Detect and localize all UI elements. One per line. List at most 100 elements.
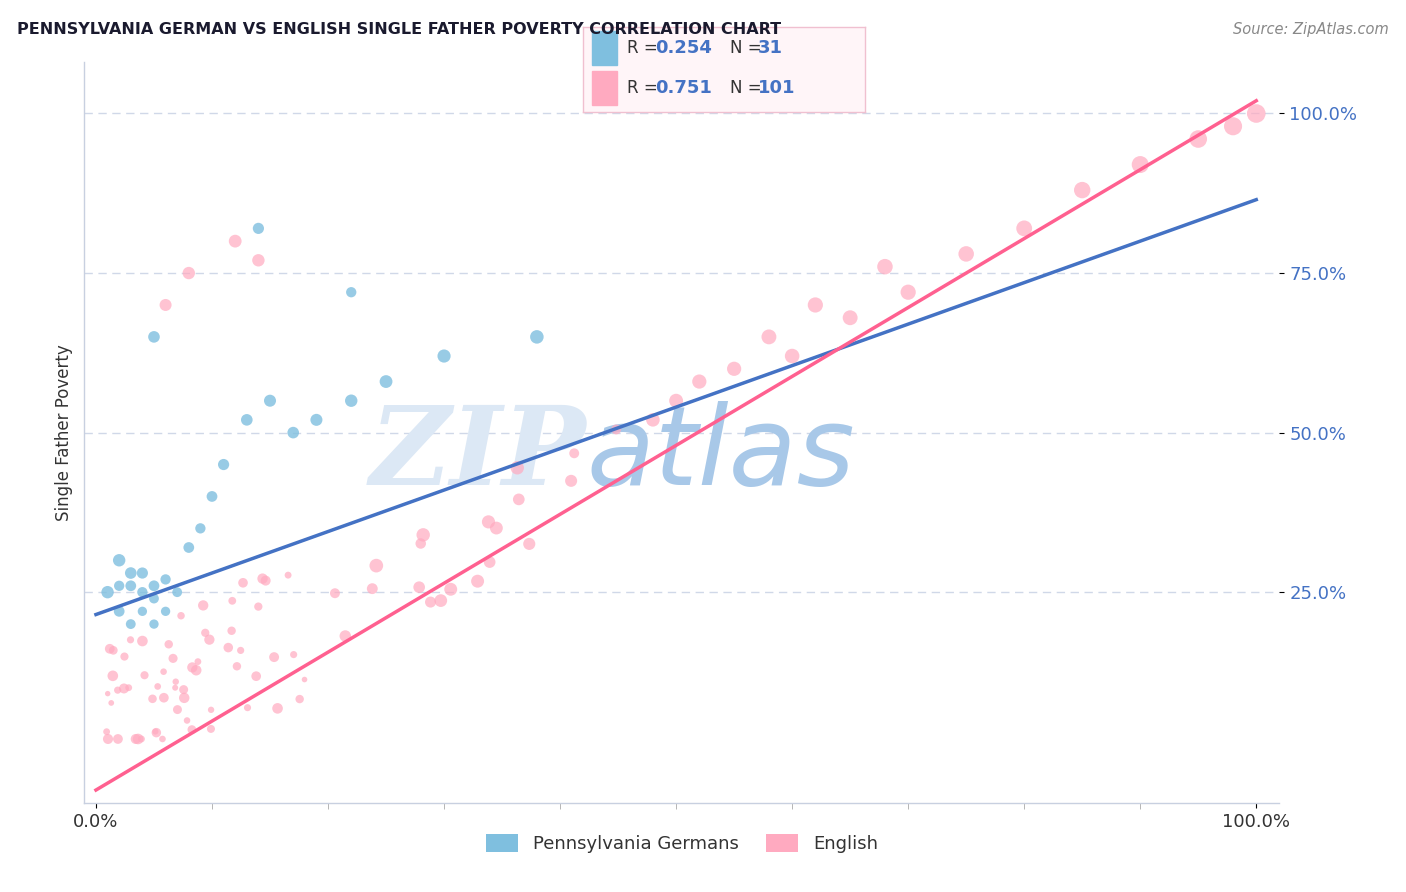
- Point: [506, 460, 529, 475]
- Point: [153, 690, 176, 705]
- Point: [200, 722, 222, 736]
- Point: [131, 566, 153, 580]
- Point: [96, 724, 118, 739]
- Point: [107, 731, 129, 746]
- Point: [526, 330, 548, 344]
- Point: [186, 663, 208, 677]
- Point: [162, 651, 184, 665]
- Point: [125, 731, 148, 746]
- Point: [1071, 183, 1094, 197]
- Point: [143, 617, 166, 632]
- Point: [143, 330, 166, 344]
- Point: [226, 659, 249, 673]
- Point: [131, 634, 153, 648]
- Point: [134, 668, 156, 682]
- Point: [277, 568, 299, 582]
- Point: [141, 691, 163, 706]
- Point: [152, 665, 174, 679]
- Point: [155, 604, 177, 618]
- Point: [103, 643, 125, 657]
- Point: [118, 681, 141, 695]
- Point: [1222, 120, 1244, 134]
- Point: [758, 330, 780, 344]
- Point: [340, 393, 363, 408]
- Point: [283, 648, 305, 662]
- Point: [430, 593, 453, 607]
- Point: [187, 655, 209, 669]
- Point: [605, 422, 627, 436]
- Point: [114, 649, 136, 664]
- Text: atlas: atlas: [586, 401, 855, 508]
- Point: [143, 579, 166, 593]
- Point: [247, 599, 270, 614]
- Point: [408, 580, 430, 594]
- Point: [131, 731, 153, 746]
- Point: [212, 458, 235, 472]
- Point: [100, 696, 122, 710]
- Point: [155, 298, 177, 312]
- Point: [236, 413, 259, 427]
- Point: [897, 285, 920, 300]
- Point: [305, 413, 328, 427]
- Point: [247, 253, 270, 268]
- Point: [181, 660, 204, 674]
- Text: R =: R =: [627, 78, 664, 96]
- Y-axis label: Single Father Poverty: Single Father Poverty: [55, 344, 73, 521]
- Point: [200, 703, 222, 717]
- Point: [176, 714, 198, 728]
- Text: 31: 31: [758, 39, 783, 57]
- Point: [236, 700, 259, 714]
- Legend: Pennsylvania Germans, English: Pennsylvania Germans, English: [479, 827, 884, 861]
- Point: [288, 692, 311, 706]
- Point: [375, 375, 398, 389]
- Point: [217, 640, 239, 655]
- Point: [562, 446, 585, 460]
- Point: [560, 474, 582, 488]
- Point: [177, 541, 200, 555]
- Point: [201, 490, 224, 504]
- Point: [180, 723, 202, 737]
- Point: [120, 632, 142, 647]
- Point: [107, 683, 129, 698]
- Point: [98, 641, 121, 656]
- Text: PENNSYLVANIA GERMAN VS ENGLISH SINGLE FATHER POVERTY CORRELATION CHART: PENNSYLVANIA GERMAN VS ENGLISH SINGLE FA…: [17, 22, 780, 37]
- Point: [120, 617, 142, 632]
- Point: [1244, 106, 1267, 120]
- Point: [165, 681, 187, 695]
- Text: 0.751: 0.751: [655, 78, 711, 96]
- Point: [112, 681, 135, 696]
- Text: R =: R =: [627, 39, 664, 57]
- Point: [361, 582, 384, 596]
- Point: [145, 725, 167, 739]
- Point: [97, 731, 120, 746]
- Point: [366, 558, 388, 573]
- Point: [108, 604, 131, 618]
- Point: [166, 585, 188, 599]
- Point: [340, 285, 363, 300]
- Point: [263, 650, 285, 665]
- Point: [955, 247, 977, 261]
- Point: [146, 680, 169, 694]
- Point: [232, 575, 254, 590]
- FancyBboxPatch shape: [592, 70, 617, 104]
- Point: [688, 375, 710, 389]
- Point: [283, 425, 305, 440]
- Point: [477, 515, 499, 529]
- Point: [517, 537, 540, 551]
- Point: [247, 221, 270, 235]
- Point: [101, 669, 124, 683]
- Point: [97, 687, 120, 701]
- Point: [166, 703, 188, 717]
- Point: [221, 594, 243, 608]
- Point: [478, 555, 501, 569]
- Point: [409, 536, 432, 550]
- Text: N =: N =: [730, 39, 766, 57]
- Point: [193, 599, 215, 613]
- Point: [433, 349, 456, 363]
- Point: [335, 629, 357, 643]
- Point: [170, 608, 193, 623]
- Point: [229, 643, 252, 657]
- Point: [173, 690, 195, 705]
- Point: [108, 579, 131, 593]
- Point: [97, 585, 120, 599]
